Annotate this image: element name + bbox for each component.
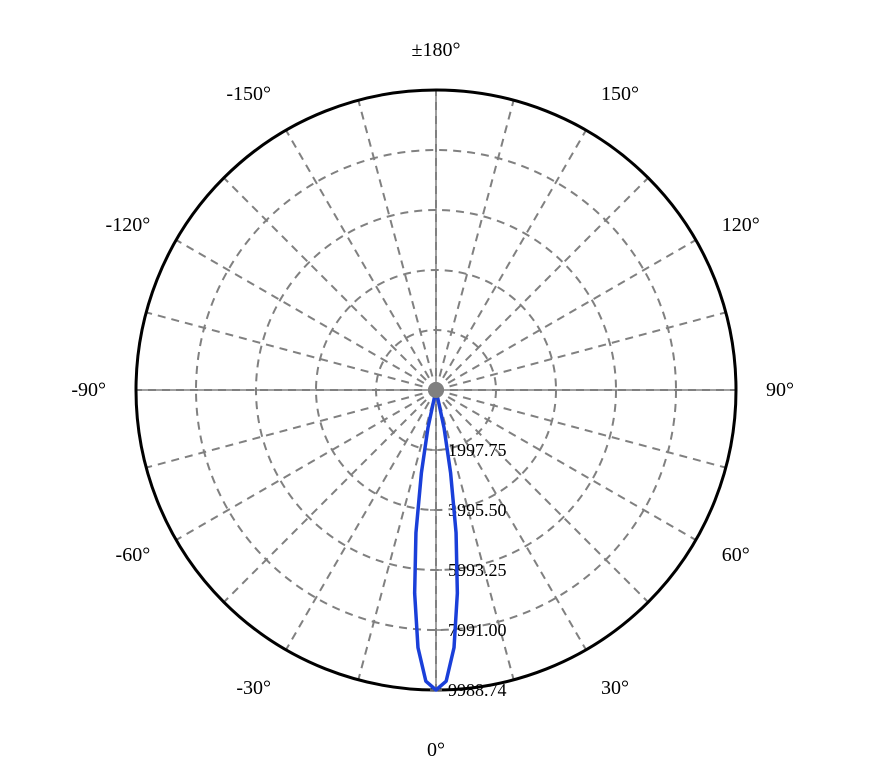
radial-tick-label: 3995.50 bbox=[448, 500, 507, 520]
angle-label: ±180° bbox=[412, 39, 461, 61]
center-dot bbox=[428, 382, 444, 398]
angle-label: 0° bbox=[427, 739, 445, 761]
angle-label: 30° bbox=[601, 677, 629, 699]
angle-label: 120° bbox=[722, 214, 760, 236]
radial-tick-label: 1997.75 bbox=[448, 440, 507, 460]
polar-chart: 1997.753995.505993.257991.009988.740°30°… bbox=[0, 0, 873, 777]
angle-label: -120° bbox=[106, 214, 151, 236]
angle-label: -30° bbox=[236, 677, 271, 699]
angle-label: -90° bbox=[71, 379, 106, 401]
angle-label: 60° bbox=[722, 544, 750, 566]
angle-label: -60° bbox=[116, 544, 151, 566]
angle-label: 90° bbox=[766, 379, 794, 401]
angle-label: -150° bbox=[226, 83, 271, 105]
radial-tick-label: 9988.74 bbox=[448, 680, 507, 700]
angle-label: 150° bbox=[601, 83, 639, 105]
